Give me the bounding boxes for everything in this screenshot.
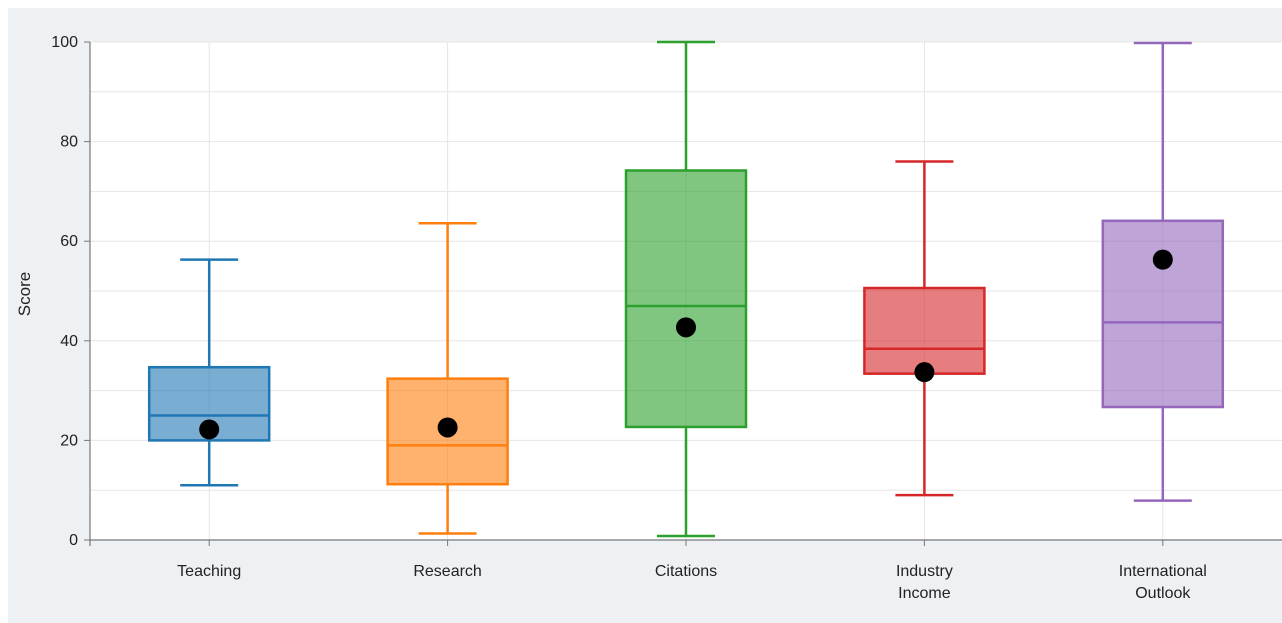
x-tick-label: Citations: [655, 563, 717, 580]
x-tick-label-line: Outlook: [1135, 585, 1191, 602]
iqr-box: [624, 169, 748, 429]
x-tick-label-line: Income: [898, 585, 951, 602]
y-tick-label: 40: [60, 333, 78, 350]
axes: [84, 41, 1282, 546]
x-tick-label: International Outlook: [1119, 563, 1207, 602]
mean-point: [199, 419, 220, 440]
mean-point: [437, 417, 458, 438]
labels: 0 20 40 60 80 100 Teaching Research Citations Ind…: [51, 34, 1207, 602]
box-plot-chart: 0 20 40 60 80 100 Teaching Research Citations Ind…: [15, 34, 1282, 602]
box-research: [386, 222, 509, 535]
x-tick-label-line: Teaching: [177, 563, 241, 580]
box-citations: [624, 40, 748, 538]
x-tick-label-line: Industry: [896, 563, 953, 580]
y-tick-label: 0: [69, 532, 78, 549]
mean-point: [676, 317, 696, 338]
chart-panel: 0 20 40 60 80 100 Teaching Research Citations Ind…: [8, 8, 1282, 623]
mean-point: [1152, 249, 1173, 270]
iqr-box: [1101, 219, 1225, 409]
y-tick-label: 100: [51, 34, 78, 51]
y-tick-label: 80: [60, 134, 78, 151]
box-international-outlook: [1101, 41, 1225, 502]
x-tick-label: Industry Income: [896, 563, 953, 602]
x-tick-label-line: Citations: [655, 563, 717, 580]
boxes: [147, 40, 1225, 538]
mean-point: [914, 362, 935, 383]
x-tick-label-line: International: [1119, 563, 1207, 580]
y-axis-title: Score: [15, 272, 34, 316]
iqr-box: [863, 286, 986, 375]
y-tick-label: 60: [60, 233, 78, 250]
y-tick-label: 20: [60, 432, 78, 449]
x-tick-label: Research: [413, 563, 481, 580]
x-tick-label: Teaching: [177, 563, 241, 580]
box-industry-income: [863, 160, 986, 497]
box-teaching: [147, 258, 271, 487]
x-tick-label-line: Research: [413, 563, 481, 580]
